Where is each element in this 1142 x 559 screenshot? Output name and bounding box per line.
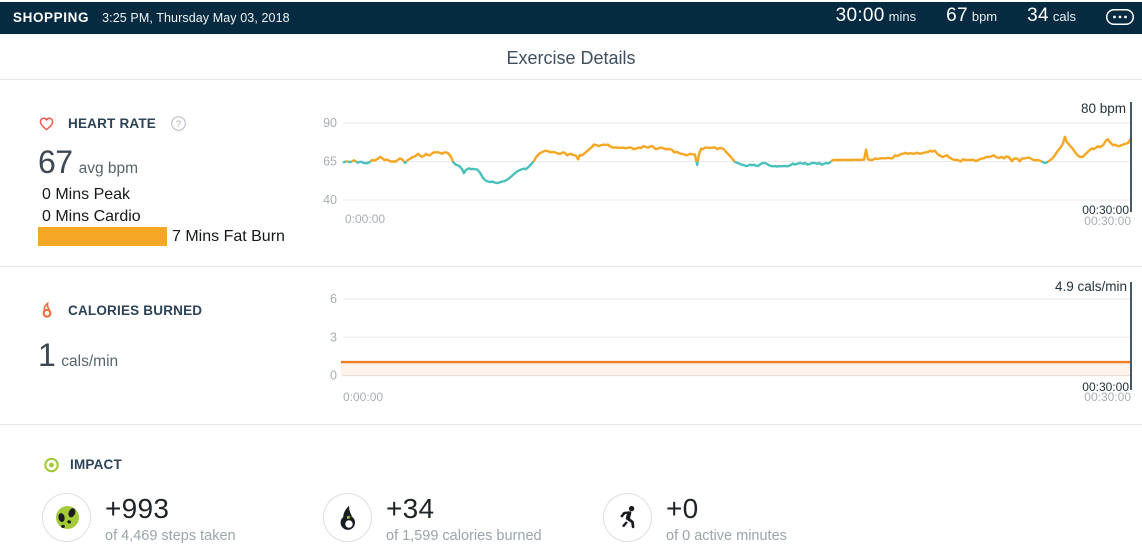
hr-chart-end-time-label: 00:30:00 bbox=[1084, 213, 1131, 228]
heart-icon bbox=[39, 116, 54, 131]
chart-series-line bbox=[342, 160, 347, 164]
calories-burned-section: CALORIES BURNED 1 cals/min bbox=[0, 267, 1142, 425]
steps-impact-caption: of 4,469 steps taken bbox=[105, 528, 236, 544]
y-tick-label: 65 bbox=[323, 155, 337, 169]
ellipsis-menu-button[interactable] bbox=[1106, 8, 1134, 25]
duration-stat: 30:00 mins bbox=[836, 5, 917, 27]
chart-series-line bbox=[830, 148, 1043, 163]
duration-value: 30:00 bbox=[835, 4, 885, 26]
page-header: Exercise Details bbox=[0, 34, 1142, 80]
impact-section: IMPACT +993 of 4,469 steps taken bbox=[0, 425, 1142, 559]
cal-chart-start-time-label: 0:00:00 bbox=[343, 390, 384, 404]
help-icon: ? bbox=[171, 116, 186, 131]
chart-series-line bbox=[369, 155, 405, 163]
chart-series-line bbox=[359, 160, 372, 165]
heart-rate-section-title: HEART RATE bbox=[68, 116, 156, 131]
chart-series-line bbox=[355, 160, 361, 164]
steps-impact-stat: +993 of 4,469 steps taken bbox=[42, 493, 236, 544]
active-minutes-impact-value: +0 bbox=[666, 493, 699, 524]
chart-series-line bbox=[451, 160, 535, 185]
y-tick-label: 6 bbox=[330, 292, 337, 306]
top-bar: SHOPPING 3:25 PM, Thursday May 03, 2018 … bbox=[0, 2, 1142, 34]
chart-series-line bbox=[696, 146, 736, 163]
fat-burn-zone-minutes: 7 Mins Fat Burn bbox=[172, 227, 285, 245]
peak-zone-minutes: 0 Mins Peak bbox=[42, 186, 131, 203]
chart-series-line bbox=[1047, 135, 1132, 163]
hr-chart-start-time-label: 0:00:00 bbox=[345, 212, 386, 226]
page-title: Exercise Details bbox=[506, 48, 636, 68]
y-tick-label: 90 bbox=[323, 116, 337, 130]
duration-unit: mins bbox=[888, 8, 917, 24]
chart-series-line bbox=[347, 160, 353, 164]
active-minutes-impact-caption: of 0 active minutes bbox=[666, 528, 787, 544]
impact-section-title: IMPACT bbox=[70, 457, 122, 472]
svg-text:?: ? bbox=[176, 119, 181, 130]
heart-rate-value: 67 bbox=[946, 4, 968, 26]
calories-stat: 34 cals bbox=[1027, 5, 1076, 27]
heart-rate-section: HEART RATE ? 67 avg bpm 0 Mins Peak 0 Mi… bbox=[0, 80, 1142, 267]
heart-rate-stat: 67 bpm bbox=[946, 5, 997, 27]
chart-series-line bbox=[733, 160, 832, 168]
chart-series-line bbox=[1041, 160, 1049, 165]
calories-chart[interactable]: 0 3 6 bbox=[320, 275, 1142, 410]
calories-unit: cals bbox=[1052, 8, 1076, 24]
steps-impact-value: +993 bbox=[105, 493, 170, 524]
hr-chart-end-value-label: 80 bpm bbox=[1080, 101, 1126, 116]
avg-heart-rate-unit: avg bpm bbox=[78, 160, 139, 177]
y-tick-label: 3 bbox=[330, 330, 337, 344]
calories-impact-stat: +34 of 1,599 calories burned bbox=[323, 493, 542, 544]
chart-area-fill bbox=[341, 362, 1131, 377]
ellipsis-icon bbox=[1106, 8, 1134, 25]
calories-section-title: CALORIES BURNED bbox=[68, 303, 203, 318]
avg-calories-unit: cals/min bbox=[61, 353, 119, 370]
y-tick-label: 40 bbox=[323, 193, 337, 207]
fat-burn-zone-bar bbox=[38, 227, 167, 246]
active-minutes-impact-stat: +0 of 0 active minutes bbox=[603, 493, 787, 544]
cal-chart-end-value-label: 4.9 cals/min bbox=[1054, 279, 1127, 294]
cal-chart-cursor-time-label: 00:30:00 bbox=[1082, 379, 1129, 394]
exercise-datetime: 3:25 PM, Thursday May 03, 2018 bbox=[102, 10, 290, 25]
chart-series-line bbox=[351, 159, 357, 163]
chart-series-line bbox=[403, 160, 408, 165]
cal-chart-end-time-label: 00:30:00 bbox=[1084, 390, 1131, 404]
avg-calories-value: 1 bbox=[38, 337, 56, 373]
chart-series-line bbox=[532, 143, 698, 163]
calories-impact-caption: of 1,599 calories burned bbox=[386, 528, 542, 544]
calories-impact-value: +34 bbox=[386, 493, 435, 524]
chart-series-line bbox=[405, 151, 454, 163]
heart-rate-unit: bpm bbox=[971, 8, 998, 24]
hr-chart-cursor-time-label: 00:30:00 bbox=[1082, 203, 1129, 217]
heart-rate-chart[interactable]: 40 65 90 bbox=[320, 95, 1142, 230]
heart-rate-info-button[interactable]: ? bbox=[171, 116, 186, 131]
y-tick-label: 0 bbox=[330, 369, 337, 383]
runner-icon bbox=[603, 493, 652, 542]
flame-badge-icon bbox=[323, 493, 372, 542]
avg-heart-rate-value: 67 bbox=[38, 144, 73, 180]
footsteps-icon bbox=[42, 493, 91, 542]
cardio-zone-minutes: 0 Mins Cardio bbox=[42, 208, 141, 225]
calories-value: 34 bbox=[1027, 4, 1049, 26]
chart-series-line bbox=[695, 161, 699, 167]
activity-name: SHOPPING bbox=[13, 9, 90, 25]
flame-icon bbox=[39, 302, 54, 318]
bullseye-icon bbox=[44, 457, 59, 472]
